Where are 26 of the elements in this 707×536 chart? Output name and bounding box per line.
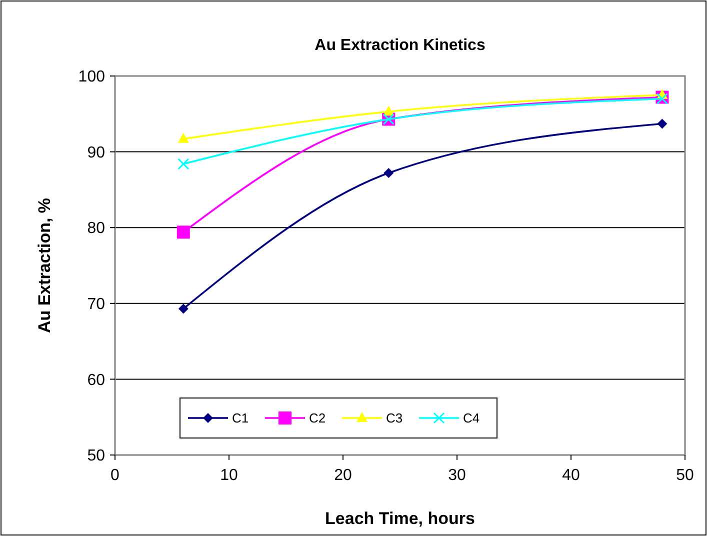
x-tick-label: 10 xyxy=(220,467,238,484)
x-tick-label: 30 xyxy=(448,467,466,484)
x-tick-label: 20 xyxy=(334,467,352,484)
legend-label: C3 xyxy=(386,410,403,426)
x-tick-label: 50 xyxy=(676,467,694,484)
x-axis-title: Leach Time, hours xyxy=(325,509,475,528)
legend-label: C2 xyxy=(309,410,326,426)
point xyxy=(178,158,190,170)
point xyxy=(384,168,394,178)
chart-title: Au Extraction Kinetics xyxy=(314,37,486,54)
x-tick-label: 40 xyxy=(562,467,580,484)
point xyxy=(657,118,668,129)
y-tick-label: 90 xyxy=(87,144,106,162)
y-tick-label: 70 xyxy=(87,296,106,313)
y-axis-title: Au Extraction, % xyxy=(35,198,54,334)
point xyxy=(178,132,189,143)
x-tick-label: 0 xyxy=(110,467,120,484)
y-tick-label: 50 xyxy=(87,448,106,465)
y-tick-label: 80 xyxy=(87,220,106,238)
point xyxy=(178,304,188,314)
y-tick-label: 60 xyxy=(87,372,106,389)
legend-label: C4 xyxy=(463,410,480,426)
y-tick-label: 100 xyxy=(78,68,106,86)
point xyxy=(383,106,394,116)
point xyxy=(176,226,190,239)
legend-label: C1 xyxy=(232,410,249,426)
